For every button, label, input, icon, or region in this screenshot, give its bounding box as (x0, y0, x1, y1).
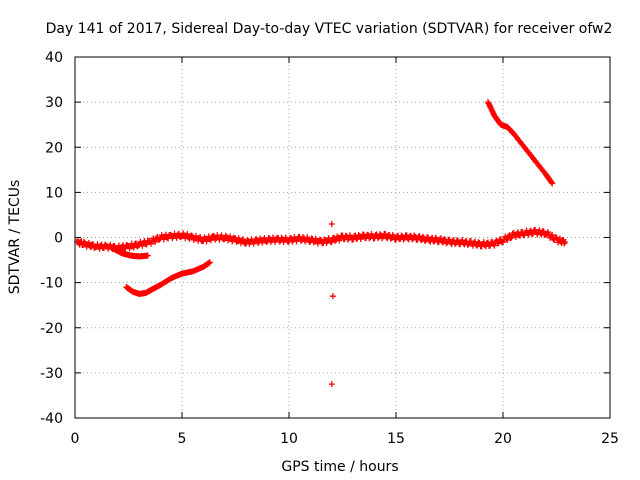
chart-title: Day 141 of 2017, Sidereal Day-to-day VTE… (46, 21, 613, 37)
data-point (143, 241, 150, 248)
data-point (173, 234, 180, 241)
data-point (233, 238, 240, 245)
data-point (540, 228, 547, 235)
data-point (227, 233, 234, 240)
data-point (310, 239, 317, 246)
data-point (229, 238, 236, 245)
data-point (443, 240, 450, 247)
data-point (562, 239, 569, 246)
data-point (85, 239, 92, 246)
data-point (432, 234, 439, 241)
x-tick-label: 0 (71, 431, 80, 447)
data-point (421, 238, 428, 245)
y-tick-label: -10 (40, 276, 63, 292)
data-point (250, 240, 257, 247)
data-point (519, 229, 526, 236)
x-tick-label: 25 (601, 431, 619, 447)
y-tick-label: 40 (45, 50, 63, 66)
data-point (328, 220, 335, 227)
data-point (107, 241, 114, 248)
data-point (416, 232, 423, 239)
data-point (382, 231, 389, 238)
y-axis-label: SDTVAR / TECUs (7, 180, 23, 295)
data-point (491, 242, 498, 249)
data-point (130, 244, 137, 251)
y-tick-label: -40 (40, 411, 63, 427)
data-point (329, 293, 336, 300)
data-point (504, 237, 511, 244)
y-tick-label: 10 (45, 185, 63, 201)
data-point (549, 180, 556, 187)
y-tick-label: 20 (45, 140, 63, 156)
data-point (206, 259, 213, 266)
data-point (160, 236, 167, 243)
data-point (512, 234, 519, 241)
data-point (328, 381, 335, 388)
data-point (103, 242, 110, 249)
y-tick-label: -30 (40, 366, 63, 382)
data-point (525, 231, 532, 238)
data-point (184, 231, 191, 238)
data-point (239, 236, 246, 243)
y-tick-label: -20 (40, 321, 63, 337)
x-tick-label: 20 (494, 431, 512, 447)
axes: 0 5 10 15 20 25 -40 -30 -20 -10 0 10 20 30 40 (40, 50, 619, 447)
y-tick-label: 0 (54, 231, 63, 247)
data-point (475, 239, 482, 246)
data-point (387, 235, 394, 242)
data-point (177, 233, 184, 240)
data-point (464, 241, 471, 248)
data-point (328, 238, 335, 245)
data-point (321, 236, 328, 243)
data-point (244, 236, 251, 243)
data-point (500, 239, 506, 246)
data-point (549, 232, 556, 239)
data-point (207, 237, 214, 244)
data-point (536, 227, 543, 234)
data-point (495, 240, 502, 247)
data-point (467, 238, 474, 245)
data-point (152, 238, 159, 245)
data-point (459, 237, 466, 244)
data-point (293, 238, 300, 245)
data-points (74, 99, 569, 388)
data-point (144, 252, 151, 259)
data-point (304, 234, 311, 241)
data-point (201, 234, 208, 241)
x-tick-label: 15 (387, 431, 405, 447)
data-point (507, 235, 514, 242)
y-tick-label: 30 (45, 95, 63, 111)
data-point (139, 242, 146, 249)
data-point (529, 230, 536, 237)
data-point (476, 239, 483, 246)
x-tick-label: 5 (178, 431, 187, 447)
data-point (186, 235, 193, 242)
x-tick-label: 10 (280, 431, 298, 447)
data-point (437, 235, 444, 242)
data-point (453, 237, 460, 244)
x-axis-label: GPS time / hours (281, 459, 398, 475)
data-point (544, 229, 551, 236)
